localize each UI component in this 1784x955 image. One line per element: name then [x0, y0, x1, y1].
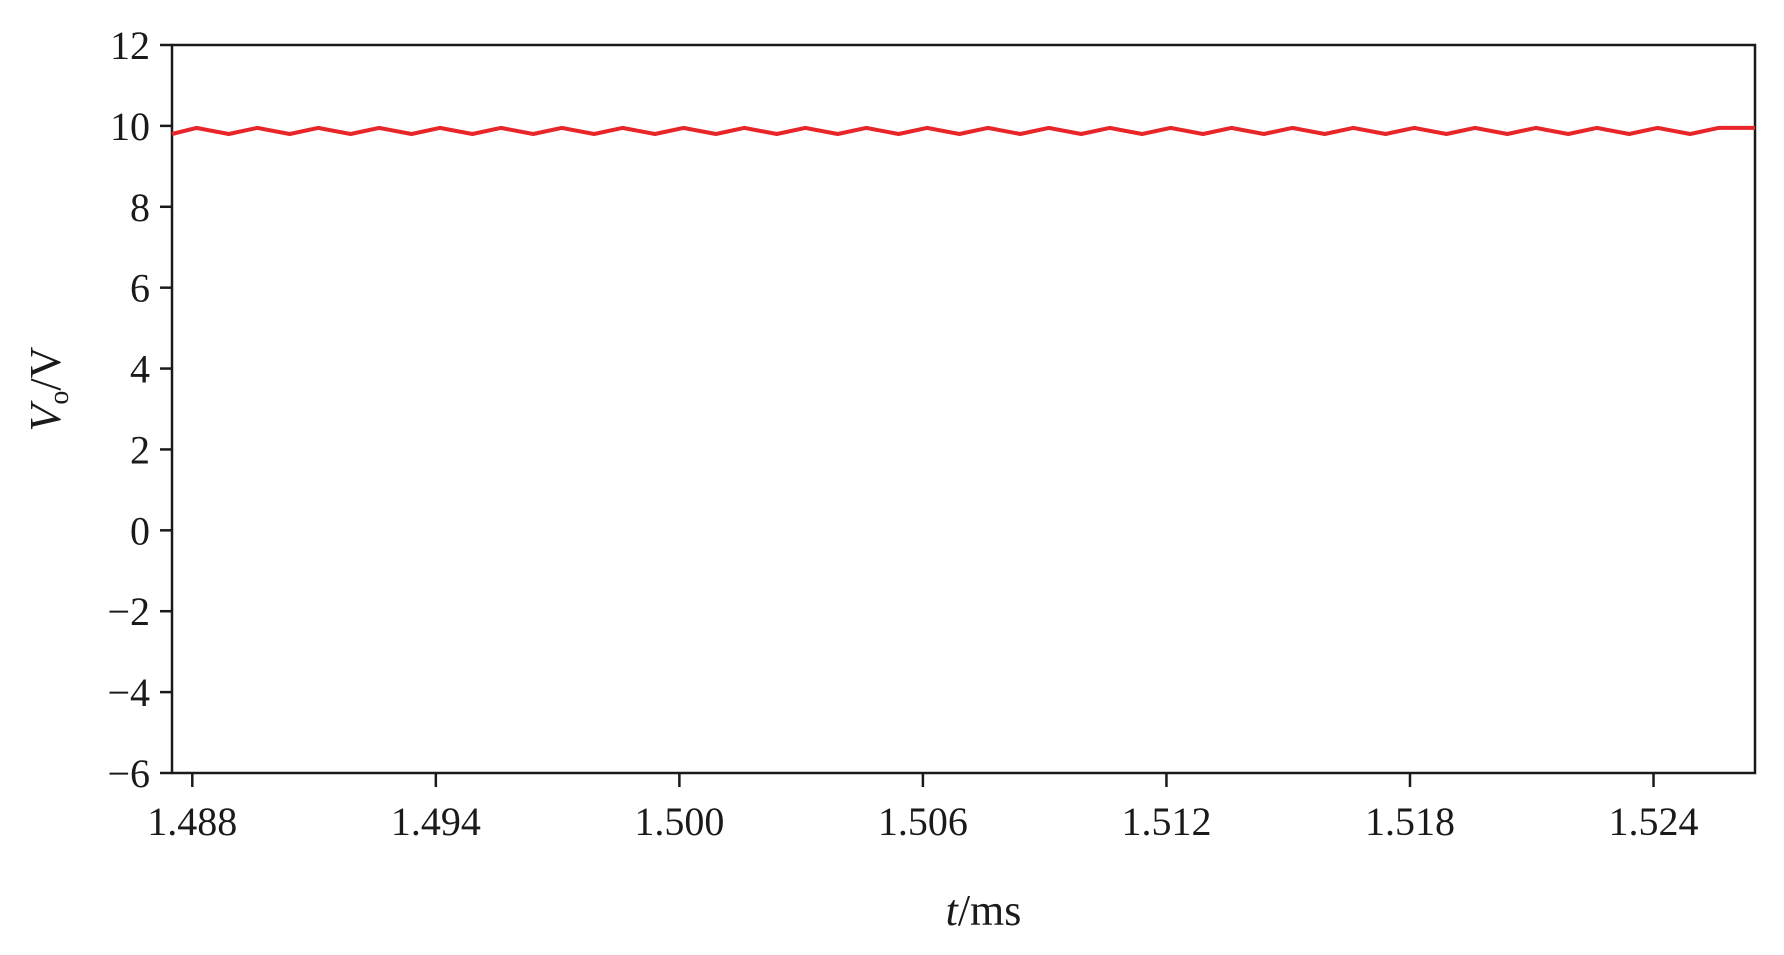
- y-tick-label: 4: [130, 347, 150, 392]
- plot-frame: [170, 43, 1757, 775]
- y-tick-label: −2: [107, 589, 150, 634]
- y-tick-label: −4: [107, 670, 150, 715]
- x-tick-label: 1.494: [391, 799, 481, 844]
- y-tick-label: 0: [130, 508, 150, 553]
- y-tick-label: 6: [130, 266, 150, 311]
- x-tick-label: 1.506: [878, 799, 968, 844]
- y-axis-label: Vo/V: [21, 346, 75, 431]
- series-layer: [171, 125, 1755, 136]
- x-axis-label: t/ms: [946, 886, 1022, 935]
- x-tick-label: 1.524: [1609, 799, 1699, 844]
- x-tick-label: 1.512: [1121, 799, 1211, 844]
- y-tick-label: 12: [110, 23, 150, 68]
- y-tick-label: −6: [107, 751, 150, 796]
- y-tick-label: 2: [130, 427, 150, 472]
- x-tick-label: 1.488: [147, 799, 237, 844]
- y-tick-label: 10: [110, 104, 150, 149]
- y-axis: 12 10 8 6 4 2 0 −2 −4 −6: [107, 23, 172, 796]
- series-line: [171, 125, 1755, 136]
- x-tick-label: 1.500: [634, 799, 724, 844]
- x-tick-label: 1.518: [1365, 799, 1455, 844]
- y-tick-label: 8: [130, 185, 150, 230]
- x-axis: 1.488 1.494 1.500 1.506 1.512 1.518 1.524: [147, 773, 1699, 844]
